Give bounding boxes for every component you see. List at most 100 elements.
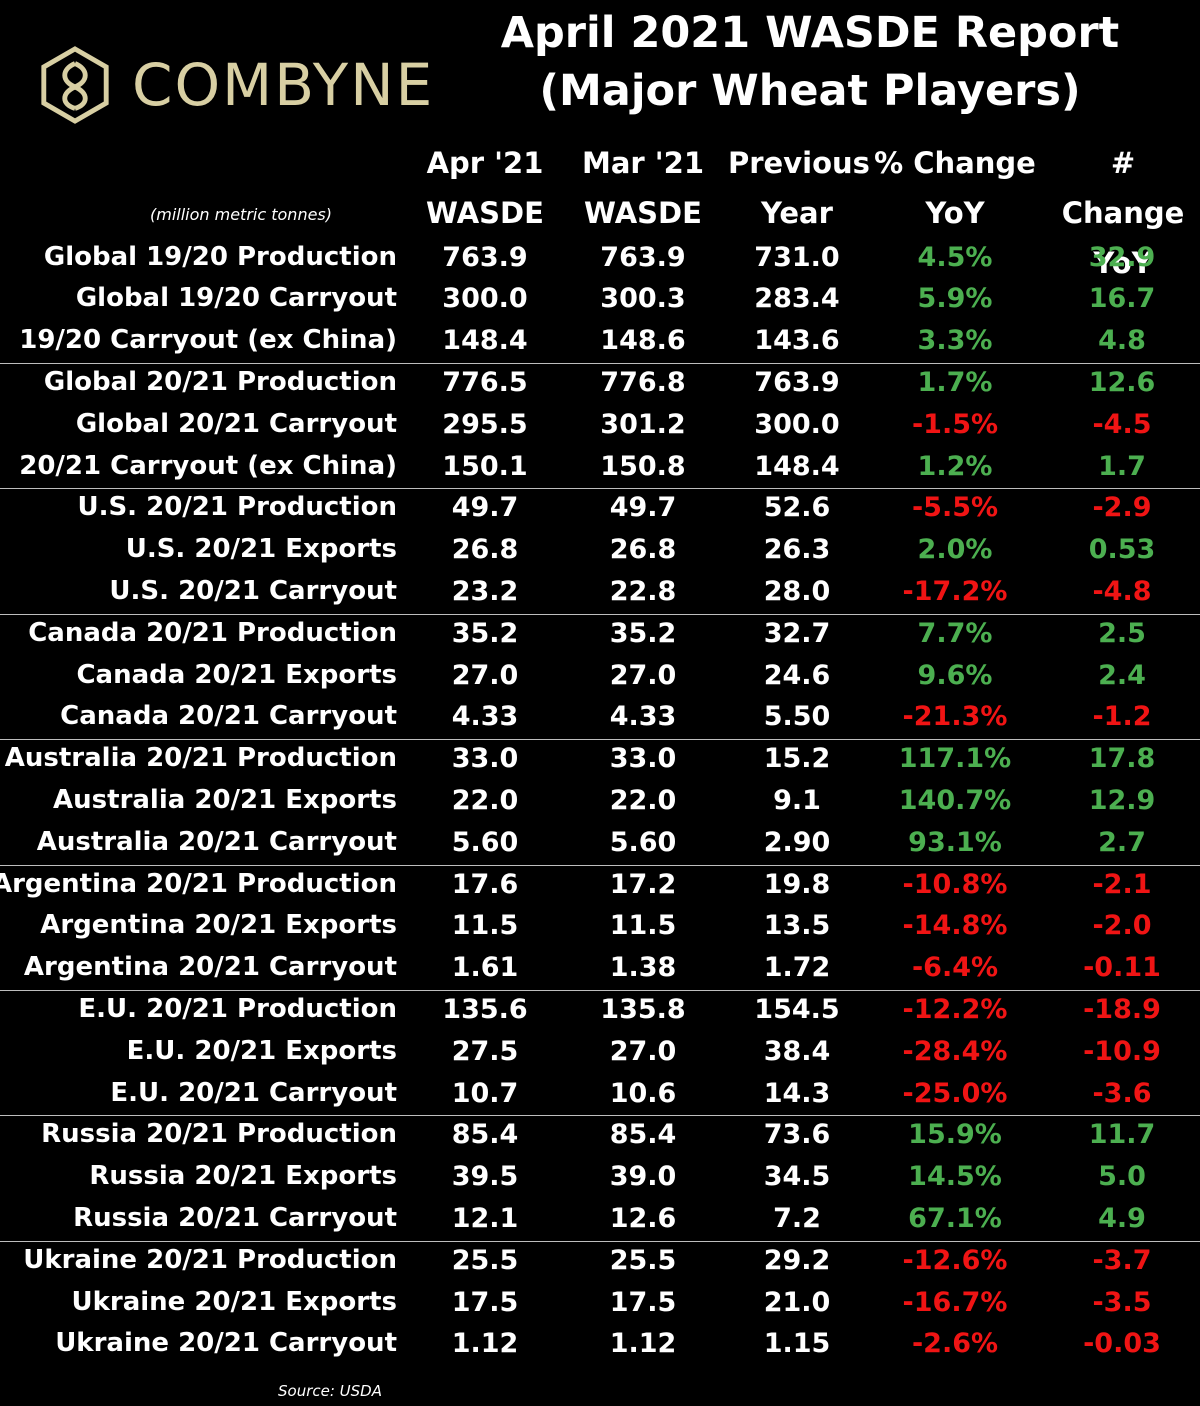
cell-previous-year: 9.1 <box>773 784 821 816</box>
col-header-apr21-line2: WASDE <box>426 196 544 230</box>
cell-apr21: 26.8 <box>451 534 519 566</box>
cell-apr21: 49.7 <box>451 492 519 524</box>
cell-previous-year: 1.15 <box>763 1328 831 1360</box>
cell-previous-year: 15.2 <box>763 743 831 775</box>
cell-num-change: 1.7 <box>1098 450 1146 482</box>
cell-mar21: 33.0 <box>609 743 677 775</box>
row-label: Argentina 20/21 Production <box>0 868 397 899</box>
cell-mar21: 27.0 <box>609 659 677 691</box>
cell-num-change: -2.1 <box>1092 868 1152 900</box>
cell-num-change: 4.8 <box>1098 325 1146 357</box>
cell-mar21: 135.8 <box>600 993 686 1025</box>
row-label: Australia 20/21 Production <box>4 743 397 774</box>
cell-previous-year: 143.6 <box>754 325 840 357</box>
cell-previous-year: 2.90 <box>763 826 831 858</box>
cell-apr21: 295.5 <box>442 408 528 440</box>
cell-mar21: 17.5 <box>609 1286 677 1318</box>
cell-pct-change: -6.4% <box>911 952 999 984</box>
row-label: Ukraine 20/21 Exports <box>71 1286 397 1317</box>
cell-previous-year: 14.3 <box>763 1077 831 1109</box>
cell-previous-year: 28.0 <box>763 575 831 607</box>
col-header-mar21-line2: WASDE <box>584 196 702 230</box>
cell-previous-year: 24.6 <box>763 659 831 691</box>
table-row: Russia 20/21 Carryout 12.1 12.6 7.2 67.1% 4.9 <box>0 1198 1200 1240</box>
cell-pct-change: 1.7% <box>917 366 993 398</box>
cell-apr21: 85.4 <box>451 1119 519 1151</box>
cell-mar21: 776.8 <box>600 366 686 398</box>
row-label: Ukraine 20/21 Production <box>23 1244 397 1275</box>
cell-num-change: -3.6 <box>1092 1077 1152 1109</box>
cell-pct-change: -2.6% <box>911 1328 999 1360</box>
table-row: Argentina 20/21 Exports 11.5 11.5 13.5 -14.8… <box>0 905 1200 947</box>
cell-pct-change: -21.3% <box>902 701 1008 733</box>
row-label: Russia 20/21 Exports <box>89 1161 397 1192</box>
cell-apr21: 17.5 <box>451 1286 519 1318</box>
cell-pct-change: -14.8% <box>902 910 1008 942</box>
cell-mar21: 11.5 <box>609 910 677 942</box>
cell-previous-year: 52.6 <box>763 492 831 524</box>
table-row: Canada 20/21 Exports 27.0 27.0 24.6 9.6% 2.4 <box>0 655 1200 697</box>
cell-num-change: -0.11 <box>1083 952 1161 984</box>
row-label: Global 20/21 Production <box>43 366 397 397</box>
cell-apr21: 35.2 <box>451 617 519 649</box>
cell-mar21: 12.6 <box>609 1202 677 1234</box>
cell-apr21: 25.5 <box>451 1244 519 1276</box>
cell-num-change: -0.03 <box>1083 1328 1161 1360</box>
table-row: U.S. 20/21 Exports 26.8 26.8 26.3 2.0% 0.53 <box>0 529 1200 571</box>
cell-mar21: 150.8 <box>600 450 686 482</box>
cell-mar21: 39.0 <box>609 1161 677 1193</box>
cell-pct-change: 5.9% <box>917 283 993 315</box>
row-label: Canada 20/21 Exports <box>76 659 397 690</box>
chart-title: April 2021 WASDE Report (Major Wheat Pla… <box>420 4 1200 120</box>
cell-num-change: 32.9 <box>1088 241 1156 273</box>
cell-apr21: 763.9 <box>442 241 528 273</box>
row-label: Global 19/20 Carryout <box>75 283 397 314</box>
table-row: Global 19/20 Production 763.9 763.9 731.0 4.… <box>0 237 1200 279</box>
cell-num-change: 17.8 <box>1088 743 1156 775</box>
cell-pct-change: 93.1% <box>908 826 1002 858</box>
cell-apr21: 148.4 <box>442 325 528 357</box>
cell-num-change: -2.0 <box>1092 910 1152 942</box>
cell-mar21: 10.6 <box>609 1077 677 1109</box>
cell-apr21: 27.0 <box>451 659 519 691</box>
cell-apr21: 1.61 <box>451 952 519 984</box>
cell-mar21: 26.8 <box>609 534 677 566</box>
combyne-logo-icon <box>41 46 109 124</box>
cell-mar21: 25.5 <box>609 1244 677 1276</box>
table-row: E.U. 20/21 Production 135.6 135.8 154.5 -12.… <box>0 989 1200 1031</box>
cell-mar21: 27.0 <box>609 1035 677 1067</box>
cell-num-change: 2.5 <box>1098 617 1146 649</box>
table-row: Ukraine 20/21 Exports 17.5 17.5 21.0 -16.7% -… <box>0 1282 1200 1324</box>
cell-apr21: 300.0 <box>442 283 528 315</box>
row-label: E.U. 20/21 Exports <box>126 1035 397 1066</box>
row-label: 19/20 Carryout (ex China) <box>19 325 397 356</box>
combyne-logo: COMBYNE <box>36 46 434 124</box>
cell-previous-year: 5.50 <box>763 701 831 733</box>
cell-previous-year: 148.4 <box>754 450 840 482</box>
cell-pct-change: -10.8% <box>902 868 1008 900</box>
row-label: Argentina 20/21 Exports <box>40 910 397 941</box>
row-label: Russia 20/21 Production <box>41 1119 397 1150</box>
cell-pct-change: -25.0% <box>902 1077 1008 1109</box>
table-row: Ukraine 20/21 Production 25.5 25.5 29.2 -12.… <box>0 1240 1200 1282</box>
row-label: Global 20/21 Carryout <box>75 408 397 439</box>
group-separator <box>0 1240 1200 1242</box>
group-separator <box>0 488 1200 490</box>
cell-num-change: -3.5 <box>1092 1286 1152 1318</box>
cell-mar21: 1.38 <box>609 952 677 984</box>
cell-previous-year: 32.7 <box>763 617 831 649</box>
cell-num-change: -10.9 <box>1083 1035 1161 1067</box>
cell-mar21: 1.12 <box>609 1328 677 1360</box>
cell-num-change: 2.7 <box>1098 826 1146 858</box>
group-separator <box>0 864 1200 866</box>
cell-pct-change: 15.9% <box>908 1119 1002 1151</box>
cell-apr21: 22.0 <box>451 784 519 816</box>
table-row: Global 19/20 Carryout 300.0 300.3 283.4 5.9%… <box>0 278 1200 320</box>
cell-pct-change: -16.7% <box>902 1286 1008 1318</box>
table-row: U.S. 20/21 Production 49.7 49.7 52.6 -5.5% -2… <box>0 487 1200 529</box>
cell-pct-change: 67.1% <box>908 1202 1002 1234</box>
cell-pct-change: 1.2% <box>917 450 993 482</box>
cell-apr21: 135.6 <box>442 993 528 1025</box>
cell-previous-year: 38.4 <box>763 1035 831 1067</box>
group-separator <box>0 989 1200 991</box>
